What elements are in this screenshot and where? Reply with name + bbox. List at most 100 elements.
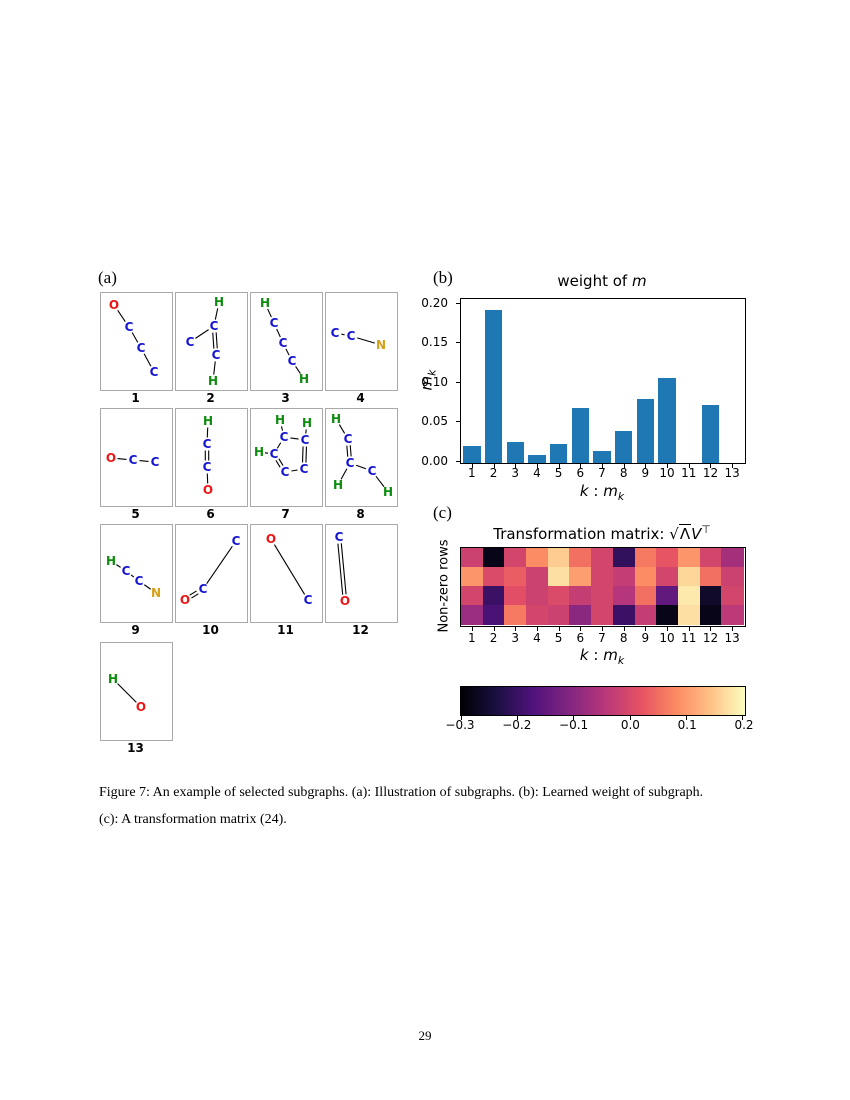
heatmap-x-axis-label: k : mk: [460, 646, 744, 667]
figure-caption-line1: Figure 7: An example of selected subgrap…: [99, 785, 704, 800]
single-bond: [213, 361, 216, 375]
double-bond: [275, 460, 281, 468]
bar-k5: [549, 444, 568, 463]
bar-x-tick: [493, 464, 495, 468]
atom-C: C: [279, 336, 288, 350]
colorbar-tick-label: −0.3: [445, 718, 475, 732]
single-bond: [357, 337, 375, 344]
subgraph-number-2: 2: [206, 391, 215, 405]
hm-x-tick-label: 2: [489, 631, 498, 645]
heatmap-cell-r4-k12: [699, 605, 722, 625]
single-bond: [143, 353, 152, 367]
bar-title-math: m: [631, 272, 647, 290]
atom-C: C: [135, 574, 144, 588]
hm-x-tick-label: 5: [554, 631, 563, 645]
atom-C: C: [347, 329, 356, 343]
hm-xlabel-m: m: [603, 646, 618, 664]
single-bond: [338, 424, 346, 434]
heatmap-cell-r1-k9: [634, 548, 657, 568]
heatmap-cell-r1-k10: [656, 548, 679, 568]
single-bond: [143, 584, 152, 590]
single-bond: [285, 348, 290, 356]
bar-k1: [463, 446, 481, 463]
atom-H: H: [254, 445, 264, 459]
heatmap-cell-r4-k3: [504, 605, 527, 625]
subgraph-number-13: 13: [127, 741, 144, 755]
double-bond: [215, 332, 218, 349]
atom-C: C: [281, 465, 290, 479]
hm-xlabel-sep: :: [588, 646, 604, 664]
single-bond: [131, 332, 139, 343]
colorbar-tick: [517, 716, 519, 720]
heatmap-cell-r2-k10: [656, 567, 679, 587]
bar-k2: [484, 309, 503, 463]
atom-C: C: [346, 456, 355, 470]
hm-x-tick: [536, 627, 538, 631]
bar-x-tick-label: 6: [576, 466, 585, 480]
single-bond: [355, 464, 367, 470]
bar-x-tick-label: 9: [641, 466, 650, 480]
hm-x-tick: [558, 627, 560, 631]
bar-y-tick: [456, 421, 460, 423]
atom-C: C: [199, 582, 208, 596]
hm-x-tick: [515, 627, 517, 631]
double-bond: [191, 593, 199, 599]
hm-xlabel-k: k: [579, 646, 589, 664]
hm-x-tick: [602, 627, 603, 631]
hm-x-tick-label: 3: [511, 631, 520, 645]
atom-H: H: [203, 414, 213, 428]
bar-x-tick: [645, 464, 647, 468]
subgraph-number-4: 4: [356, 391, 365, 405]
single-bond: [139, 460, 149, 462]
bar-x-tick: [623, 464, 625, 468]
heatmap-title-text: Transformation matrix:: [493, 525, 670, 543]
heatmap-cell-r1-k6: [569, 548, 592, 568]
bar-k3: [506, 442, 524, 463]
bar-x-axis-ticks: 1 2 3 4 5 6 7 8 9 10 11 12 13: [460, 466, 744, 480]
bar-x-tick: [688, 464, 690, 468]
hm-x-tick-label: 11: [681, 631, 697, 645]
hm-x-tick: [667, 627, 669, 631]
heatmap-cell-r3-k5: [547, 586, 571, 606]
double-bond: [340, 543, 347, 595]
heatmap-cell-r4-k4: [526, 605, 549, 625]
heatmap-cell-r1-k4: [526, 548, 549, 568]
bar-x-tick: [580, 464, 582, 468]
subgraph-drawing-7: H HC CH CC C: [254, 413, 312, 479]
heatmap-x-axis-ticks: 1 2 3 4 5 6 7 8 9 10 11 12 13: [460, 631, 744, 645]
heatmap-cell-r3-k2: [482, 586, 505, 606]
atom-N: N: [376, 338, 386, 352]
heatmap-cell-r1-k7: [591, 548, 614, 568]
hm-x-tick: [580, 627, 582, 631]
subgraph-number-8: 8: [356, 507, 365, 521]
atom-H: H: [299, 372, 309, 386]
bar-k12: [701, 405, 720, 463]
atom-O: O: [340, 594, 350, 608]
bar-x-axis-label: k : mk: [460, 482, 744, 503]
atom-H: H: [260, 296, 270, 310]
hm-x-tick: [645, 627, 647, 631]
heatmap-cell-r4-k13: [721, 605, 744, 625]
figure-caption-line2: (c): A transformation matrix (24).: [99, 812, 287, 827]
hm-x-tick-label: 13: [724, 631, 740, 645]
heatmap-cell-r1-k11: [677, 548, 701, 568]
atom-C: C: [125, 320, 134, 334]
heatmap-cell-r1-k1: [461, 548, 484, 568]
bar-y-tick-label: 0.05: [421, 414, 448, 429]
subgraph-number-11: 11: [277, 623, 294, 637]
single-bond: [195, 329, 209, 339]
atom-O: O: [266, 532, 276, 546]
